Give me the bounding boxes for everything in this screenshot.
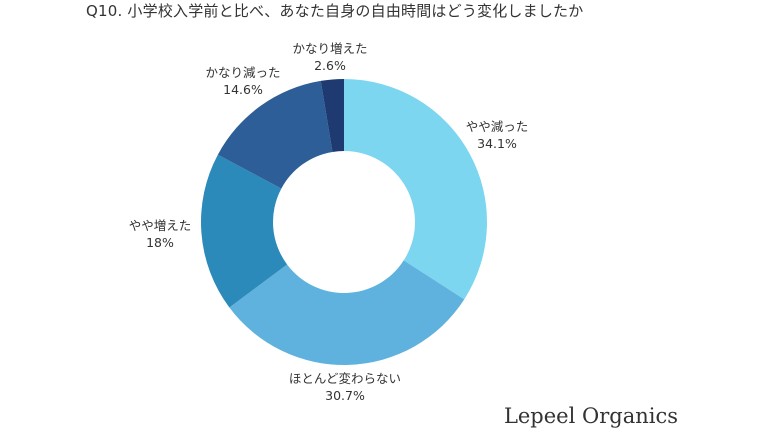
- donut-slice: [344, 79, 487, 300]
- slice-label: やや減った: [466, 119, 529, 134]
- donut-slice: [217, 80, 333, 189]
- donut-slice: [320, 79, 344, 152]
- slice-value-label: 14.6%: [223, 82, 263, 97]
- slice-label: やや増えた: [129, 218, 192, 233]
- slice-label: かなり減った: [205, 65, 280, 80]
- slice-label: かなり増えた: [292, 41, 367, 56]
- slice-value-label: 30.7%: [325, 388, 365, 403]
- chart-title: Q10. 小学校入学前と比べ、あなた自身の自由時間はどう変化しましたか: [86, 2, 584, 20]
- slice-value-label: 18%: [146, 235, 174, 250]
- slice-label: ほとんど変わらない: [289, 371, 401, 386]
- donut-slice: [201, 154, 288, 308]
- slice-value-label: 34.1%: [477, 136, 517, 151]
- brand-logo-text: Lepeel Organics: [503, 404, 678, 428]
- donut-slice: [229, 260, 465, 365]
- slice-value-label: 2.6%: [314, 58, 346, 73]
